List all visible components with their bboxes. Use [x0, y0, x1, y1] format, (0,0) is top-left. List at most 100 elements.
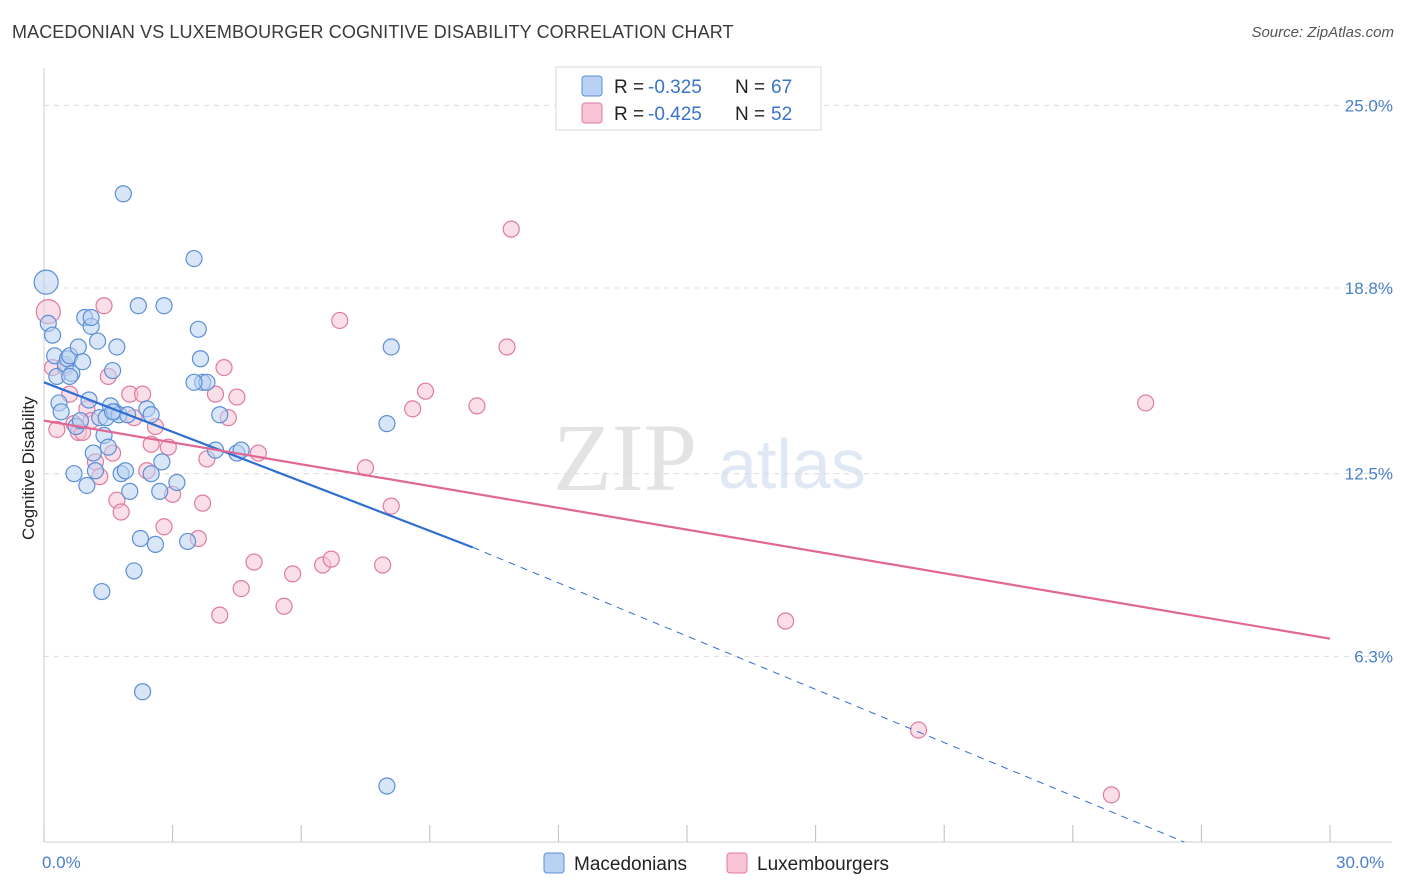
macedonian-point [133, 683, 152, 701]
chart-title: MACEDONIAN VS LUXEMBOURGER COGNITIVE DIS… [12, 22, 734, 42]
y-tick-label: 12.5% [1345, 465, 1393, 484]
watermark-zip: ZIP [553, 404, 697, 511]
luxembourger-trend-line [43, 419, 1331, 640]
x-tick-max: 30.0% [1336, 853, 1384, 872]
bottom-legend-swatch-blue [543, 852, 565, 874]
legend-swatch-pink [581, 102, 603, 124]
legend-r-value-2: -0.425 [648, 104, 702, 125]
chart-source: Source: ZipAtlas.com [1251, 24, 1394, 41]
trend-lines [43, 381, 1331, 843]
luxembourger-point [382, 497, 400, 515]
luxembourger-point [228, 388, 246, 406]
luxembourger-point [468, 397, 486, 415]
luxembourger-point [502, 220, 520, 238]
macedonian-point [84, 444, 102, 462]
macedonian-point [382, 338, 400, 356]
macedonian-point [99, 438, 117, 456]
macedonian-point [189, 320, 207, 338]
macedonian-point [33, 269, 59, 295]
macedonian-point [125, 562, 143, 580]
luxembourger-point [416, 382, 435, 400]
macedonian-point [88, 332, 107, 350]
macedonian-point [86, 462, 105, 480]
luxembourger-point [322, 550, 340, 568]
macedonian-point [378, 414, 396, 433]
luxembourger-point [48, 420, 66, 439]
bottom-legend-swatch-pink [726, 852, 748, 874]
macedonian-point [52, 403, 70, 421]
macedonian-point [179, 532, 197, 551]
axes [43, 68, 1392, 843]
legend-top: R = -0.325 N = 67 R = -0.425 N = 52 [555, 66, 822, 131]
luxembourger-point [498, 338, 516, 356]
legend-r-label-2: R = [614, 104, 644, 125]
luxembourger-point [284, 565, 302, 583]
macedonian-point [378, 777, 396, 795]
macedonian-trend-extension [472, 546, 1185, 843]
macedonian-point [121, 482, 139, 500]
macedonian-point [131, 529, 150, 548]
watermark-atlas: atlas [718, 425, 866, 503]
macedonian-point [185, 373, 203, 391]
legend-bottom: Macedonians Luxembourgers [543, 852, 889, 875]
luxembourger-point [374, 556, 392, 574]
luxembourger-point [133, 385, 152, 403]
luxembourger-point [1137, 394, 1155, 412]
macedonian-point [211, 406, 229, 424]
y-axis-label: Cognitive Disability [19, 396, 38, 540]
luxembourger-point [211, 606, 229, 624]
luxembourger-point [909, 721, 928, 739]
luxembourger-point [404, 400, 422, 418]
macedonian-point [146, 535, 165, 553]
luxembourger-point [232, 579, 250, 598]
macedonian-point [129, 297, 147, 315]
luxembourger-point [194, 494, 212, 512]
luxembourger-point [275, 597, 293, 615]
bottom-legend-label-macedonians: Macedonians [574, 854, 687, 875]
luxembourger-point [95, 297, 113, 315]
legend-swatch-blue [581, 75, 603, 97]
legend-n-value-2: 52 [771, 104, 792, 125]
legend-n-value-1: 67 [771, 77, 792, 98]
macedonian-point [108, 338, 126, 356]
macedonian-point [153, 453, 171, 471]
luxembourger-point [1102, 786, 1120, 804]
macedonian-point [114, 185, 132, 203]
luxembourger-point [206, 385, 225, 403]
luxembourger-point [155, 518, 173, 536]
macedonian-point [78, 476, 96, 495]
macedonian-point [151, 482, 169, 500]
macedonian-point [191, 350, 210, 368]
y-tick-label: 6.3% [1354, 647, 1393, 666]
macedonian-point [103, 361, 122, 380]
macedonian-point [155, 297, 173, 315]
x-tick-min: 0.0% [42, 853, 81, 872]
legend-n-label-2: N = [735, 104, 765, 125]
bottom-legend-label-luxembourgers: Luxembourgers [757, 854, 889, 875]
macedonian-point [116, 462, 135, 480]
y-tick-labels: 6.3% 12.5% 18.8% 25.0% [1345, 96, 1393, 666]
macedonian-point [43, 326, 62, 344]
macedonian-point [71, 412, 90, 430]
luxembourger-point [112, 503, 130, 521]
luxembourger-points [35, 220, 1155, 804]
macedonian-point [61, 367, 79, 386]
luxembourger-point [776, 612, 795, 630]
legend-n-label-1: N = [735, 77, 765, 98]
luxembourger-point [331, 311, 349, 330]
macedonian-point [142, 465, 160, 483]
legend-r-value-1: -0.325 [648, 77, 702, 98]
macedonian-trend-line [43, 381, 474, 549]
y-tick-label: 25.0% [1345, 96, 1393, 115]
macedonian-point [65, 465, 83, 483]
macedonian-point [185, 249, 203, 268]
macedonian-point [73, 353, 92, 371]
macedonian-point [168, 473, 186, 492]
macedonian-point [82, 308, 100, 327]
macedonian-point [93, 582, 111, 601]
grid-lines [44, 104, 1392, 657]
macedonian-points [33, 185, 400, 795]
macedonian-point [69, 338, 87, 356]
luxembourger-point [245, 553, 263, 571]
